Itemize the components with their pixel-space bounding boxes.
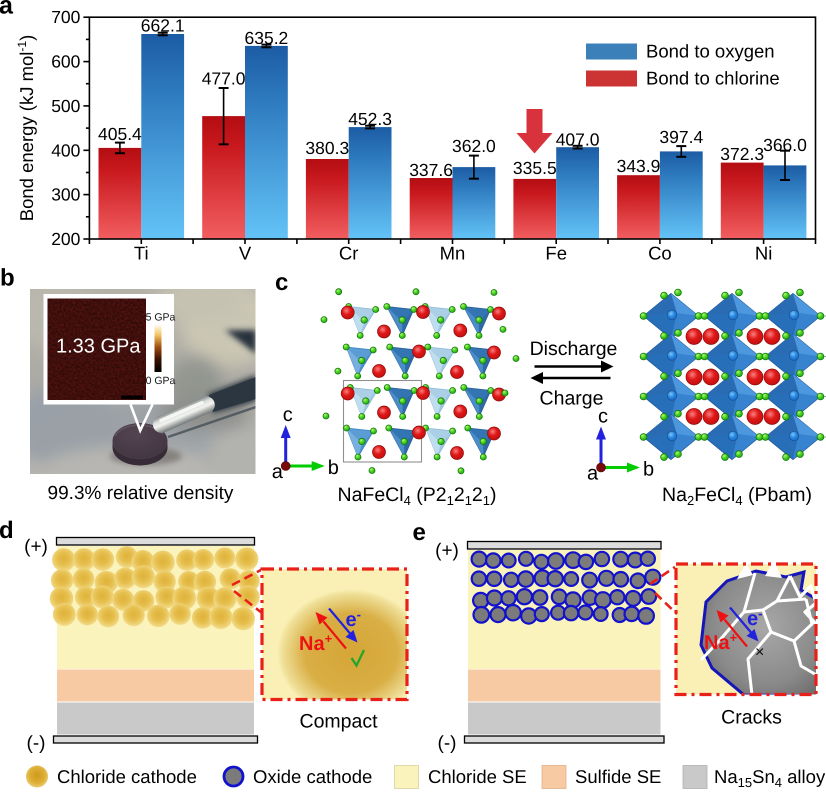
svg-text:Na15Sn4 alloy: Na15Sn4 alloy [714, 766, 826, 790]
svg-text:V: V [239, 243, 252, 264]
svg-text:380.3: 380.3 [305, 138, 349, 158]
svg-text:Oxide cathode: Oxide cathode [253, 766, 372, 787]
svg-text:b: b [643, 459, 654, 481]
svg-text:Bond energy (kJ mol-1): Bond energy (kJ mol-1) [15, 35, 37, 222]
svg-text:×: × [755, 644, 764, 661]
svg-text:c: c [598, 406, 608, 428]
svg-text:700: 700 [51, 7, 80, 27]
svg-text:Cr: Cr [339, 243, 359, 264]
svg-text:a: a [0, 0, 14, 20]
svg-text:405.4: 405.4 [98, 124, 142, 144]
svg-text:c: c [283, 404, 293, 426]
svg-text:500: 500 [51, 96, 80, 116]
svg-text:335.5: 335.5 [513, 158, 557, 178]
svg-text:337.6: 337.6 [409, 160, 453, 180]
svg-text:Discharge: Discharge [530, 338, 618, 360]
svg-text:400: 400 [51, 140, 80, 160]
svg-text:Chloride cathode: Chloride cathode [57, 766, 197, 787]
svg-text:a: a [587, 463, 599, 485]
svg-text:b: b [328, 457, 339, 479]
svg-text:Sulfide SE: Sulfide SE [575, 766, 661, 787]
svg-text:200: 200 [51, 229, 80, 249]
svg-text:397.4: 397.4 [659, 127, 703, 147]
svg-text:Ni: Ni [755, 243, 772, 264]
svg-text:Charge: Charge [540, 388, 604, 410]
svg-text:Ti: Ti [134, 243, 149, 264]
svg-text:635.2: 635.2 [245, 28, 289, 48]
svg-text:(-): (-) [27, 733, 46, 754]
svg-text:Co: Co [648, 243, 672, 264]
svg-text:300: 300 [51, 185, 80, 205]
svg-text:477.0: 477.0 [202, 69, 246, 89]
svg-text:366.0: 366.0 [763, 135, 807, 155]
svg-text:1.33 GPa: 1.33 GPa [56, 336, 141, 358]
svg-text:c: c [275, 269, 288, 296]
svg-text:600: 600 [51, 52, 80, 72]
svg-text:Mn: Mn [440, 243, 466, 264]
svg-text:(-): (-) [438, 733, 457, 754]
svg-text:452.3: 452.3 [348, 109, 392, 129]
svg-text:e: e [413, 519, 426, 546]
svg-text:Bond to chlorine: Bond to chlorine [646, 68, 780, 89]
svg-text:0 GPa: 0 GPa [146, 375, 176, 387]
svg-text:Bond to oxygen: Bond to oxygen [646, 41, 775, 62]
svg-text:b: b [0, 265, 15, 292]
svg-text:Na+: Na+ [704, 630, 738, 655]
svg-text:662.1: 662.1 [141, 16, 185, 36]
svg-text:(+): (+) [24, 537, 48, 558]
svg-text:(+): (+) [435, 541, 459, 562]
svg-text:Compact: Compact [299, 711, 378, 733]
svg-text:407.0: 407.0 [556, 130, 600, 150]
svg-text:Fe: Fe [545, 243, 567, 264]
svg-text:5 GPa: 5 GPa [146, 312, 176, 324]
svg-text:372.3: 372.3 [720, 144, 764, 164]
svg-text:a: a [272, 461, 284, 483]
svg-text:362.0: 362.0 [452, 136, 496, 156]
svg-text:Chloride SE: Chloride SE [428, 766, 527, 787]
svg-text:d: d [0, 517, 14, 544]
svg-text:NaFeCl4 (P212121): NaFeCl4 (P212121) [337, 484, 496, 508]
svg-text:99.3% relative density: 99.3% relative density [48, 483, 234, 504]
svg-text:Cracks: Cracks [721, 707, 782, 729]
svg-text:343.9: 343.9 [617, 156, 661, 176]
